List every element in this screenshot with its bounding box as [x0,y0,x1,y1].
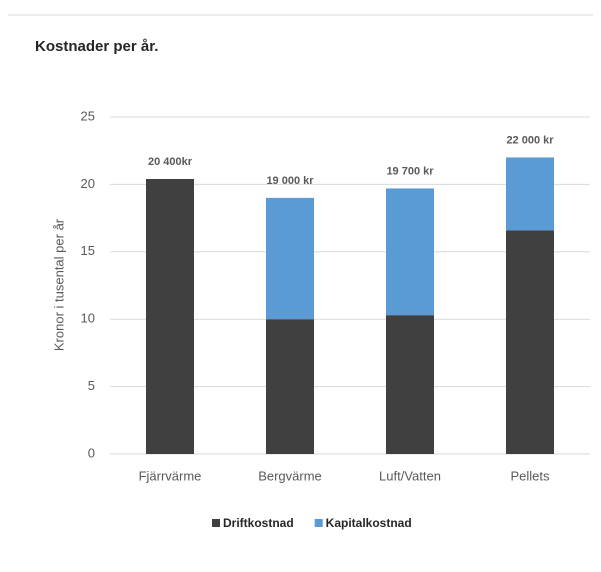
x-tick-label: Pellets [510,468,550,483]
chart-title: Kostnader per år. [35,38,158,55]
legend-label: Driftkostnad [223,516,294,530]
y-tick-label: 25 [81,108,95,123]
total-label: 22 000 kr [506,134,554,146]
bar-segment [266,319,314,454]
bar-segment [386,315,434,454]
y-axis-label: Kronor i tusental per år [51,218,66,351]
legend-label: Kapitalkostnad [326,516,412,530]
y-tick-label: 5 [88,378,95,393]
legend-swatch [314,519,323,527]
x-tick-label: Bergvärme [258,468,322,483]
legend-swatch [212,519,220,527]
x-tick-label: Luft/Vatten [379,468,441,483]
y-tick-label: 10 [81,311,95,326]
bar-segment [266,197,314,320]
bar-segment [506,230,554,454]
y-tick-label: 15 [81,243,95,258]
y-tick-label: 0 [88,445,95,460]
x-tick-label: Fjärrvärme [139,468,202,483]
bar-segment [386,188,434,316]
total-label: 19 700 kr [386,165,434,177]
total-label: 20 400kr [148,156,193,168]
bar-segment [506,157,554,231]
total-label: 19 000 kr [266,175,314,187]
y-tick-label: 20 [81,176,95,191]
bar-segment [146,179,194,454]
